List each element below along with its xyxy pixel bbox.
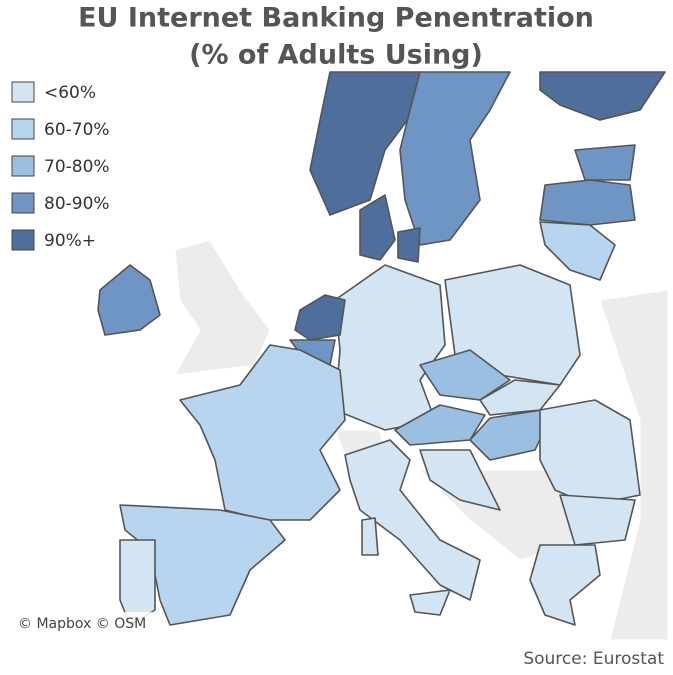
legend-swatch [11, 229, 35, 251]
attribution: © Mapbox © OSM [18, 616, 146, 632]
legend-label: 70-80% [44, 157, 110, 177]
country [399, 71, 511, 246]
country [539, 221, 616, 281]
country [344, 439, 481, 601]
legend-label: <60% [44, 83, 96, 103]
country [479, 379, 561, 416]
country [361, 517, 379, 556]
legend-swatch [11, 81, 35, 103]
legend-label: 90%+ [44, 231, 96, 251]
legend-swatch [11, 192, 35, 214]
title-line: EU Internet Banking Penentration [78, 3, 594, 34]
country [394, 404, 486, 446]
country [334, 264, 446, 431]
country [419, 349, 511, 401]
country [529, 544, 601, 626]
country [409, 589, 451, 616]
country [179, 344, 346, 521]
land [599, 289, 669, 641]
country [397, 227, 421, 263]
legend: <60% 60-70% 70-80% 80-90% 90%+ [5, 72, 115, 262]
legend-swatch [11, 155, 35, 177]
country [359, 194, 396, 261]
country [539, 71, 666, 121]
map [5, 71, 669, 641]
country [419, 449, 501, 511]
country [539, 179, 636, 226]
legend-swatch [11, 118, 35, 140]
country [574, 144, 636, 181]
source: Source: Eurostat [523, 649, 664, 669]
legend-label: 80-90% [44, 194, 110, 214]
country [294, 294, 346, 341]
title-line: (% of Adults Using) [189, 40, 483, 71]
attribution-box [12, 612, 162, 636]
country [97, 264, 161, 336]
legend-label: 60-70% [44, 120, 110, 140]
country [559, 494, 636, 546]
